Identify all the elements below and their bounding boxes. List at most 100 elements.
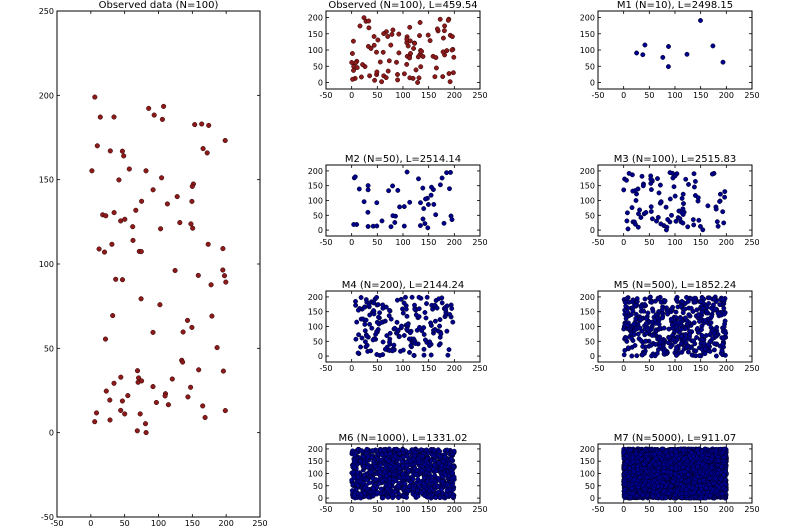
data-point [642, 302, 648, 307]
data-point [375, 302, 381, 308]
chart-title: M6 (N=1000), L=1331.02 [339, 433, 468, 444]
data-point [431, 448, 437, 454]
data-point [680, 191, 686, 197]
data-point [423, 196, 428, 202]
data-point [393, 446, 399, 452]
data-point [374, 69, 380, 75]
x-tick-label: 0 [349, 364, 354, 373]
points [351, 169, 455, 231]
y-tick-label: 0 [318, 226, 323, 235]
data-point [632, 343, 638, 348]
data-point [137, 411, 143, 417]
data-point [372, 77, 378, 83]
data-point [447, 79, 453, 85]
data-point [424, 301, 429, 307]
data-point [648, 209, 654, 214]
data-point [621, 352, 627, 358]
data-point [355, 350, 361, 356]
data-point [162, 393, 168, 399]
x-tick-label: 150 [421, 238, 436, 247]
data-point [107, 397, 113, 403]
data-point [358, 74, 364, 80]
data-point [450, 70, 456, 76]
data-point [630, 188, 636, 194]
data-point [696, 217, 702, 223]
data-point [375, 489, 380, 495]
y-tick-label: 150 [580, 182, 595, 191]
data-point [415, 54, 421, 60]
data-point [685, 349, 691, 355]
data-point [159, 116, 165, 122]
data-point [393, 453, 398, 459]
data-point [686, 181, 691, 187]
y-tick-label: 50 [585, 62, 595, 71]
data-point [673, 324, 679, 330]
data-point [421, 475, 427, 481]
data-point [443, 472, 449, 478]
data-point [427, 38, 433, 44]
data-point [391, 342, 397, 348]
data-point [428, 192, 434, 198]
plot-m3: M3 (N=100), L=2515.83-50 0 50 100 150 200 2500… [580, 154, 760, 247]
data-point [635, 331, 641, 337]
data-point [678, 341, 684, 346]
data-point [130, 237, 136, 243]
data-point [432, 473, 438, 479]
data-point [719, 348, 725, 353]
x-tick-label: 100 [667, 91, 682, 100]
data-point [365, 464, 371, 470]
data-point [668, 306, 674, 312]
x-tick-label: 100 [395, 91, 410, 100]
data-point [722, 352, 728, 358]
data-point [429, 184, 434, 190]
x-tick-label: 100 [667, 364, 682, 373]
data-point [380, 478, 385, 484]
data-point [395, 72, 400, 77]
data-point [130, 224, 136, 230]
data-point [370, 448, 376, 454]
data-point [440, 479, 445, 485]
data-point [444, 447, 450, 453]
data-point [364, 333, 370, 339]
data-point [383, 304, 389, 310]
data-point [697, 318, 702, 324]
data-point [404, 169, 410, 175]
data-point [634, 296, 640, 302]
data-point [625, 345, 631, 351]
data-point [433, 212, 439, 218]
data-point [688, 305, 694, 311]
data-point [663, 227, 669, 233]
data-point [720, 59, 726, 65]
data-point [113, 276, 119, 282]
data-point [679, 349, 685, 355]
data-point [691, 171, 697, 177]
data-point [364, 486, 370, 492]
x-tick-label: 200 [447, 505, 462, 514]
data-point [679, 333, 684, 339]
data-point [420, 216, 426, 222]
data-point [362, 304, 368, 310]
data-point [722, 321, 728, 327]
data-point [390, 27, 396, 33]
data-point [712, 341, 717, 347]
data-point [638, 215, 644, 220]
x-tick-label: 200 [719, 364, 734, 373]
data-point [657, 343, 663, 349]
x-tick-label: 50 [372, 364, 382, 373]
data-point [396, 31, 402, 37]
data-point [645, 325, 651, 331]
x-tick-label: 150 [693, 364, 708, 373]
data-point [673, 218, 679, 224]
data-point [412, 306, 418, 312]
y-tick-label: 50 [313, 62, 323, 71]
x-tick-label: 150 [693, 238, 708, 247]
data-point [377, 59, 383, 65]
data-point [447, 186, 452, 192]
data-point [640, 52, 646, 58]
data-point [412, 492, 417, 498]
data-point [221, 273, 228, 279]
data-point [118, 374, 124, 380]
data-point [361, 199, 367, 205]
data-point [706, 342, 711, 348]
data-point [377, 310, 383, 316]
